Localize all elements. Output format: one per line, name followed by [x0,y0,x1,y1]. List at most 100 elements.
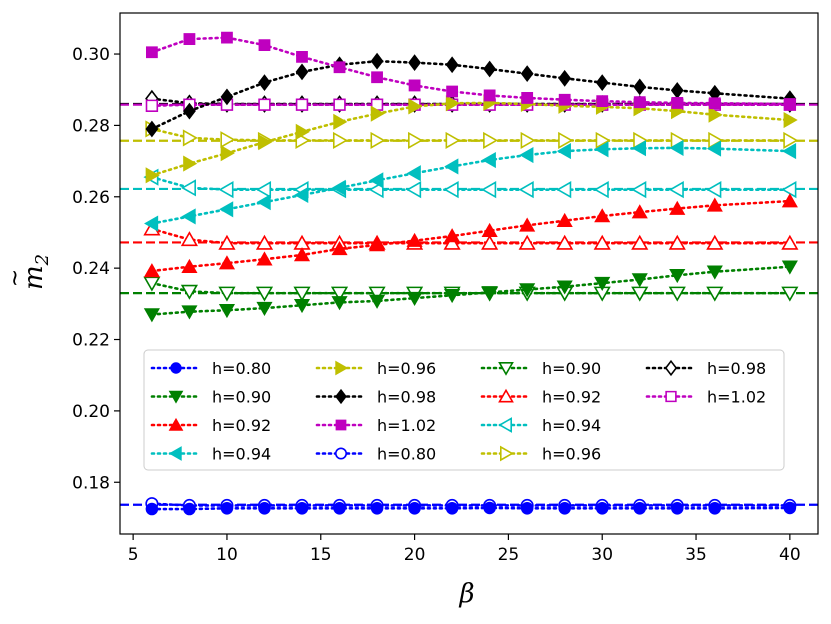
data-point-10-2 [218,181,234,199]
data-point-3-10 [519,146,534,164]
series-line-13 [150,103,792,108]
data-point-9-2 [218,234,236,250]
data-point-9-8 [443,234,461,250]
x-tick-label-2: 15 [310,545,332,565]
data-point-1-13 [631,273,648,288]
series-line-0 [150,506,792,511]
legend-marker-11 [500,445,514,462]
data-point-0-9 [483,501,496,515]
series-line-6 [150,36,792,106]
data-point-9-9 [481,234,499,250]
data-point-2-4 [293,247,311,262]
data-point-4-6 [370,105,385,122]
data-point-6-10 [521,92,534,104]
legend-label-4: h=0.96 [377,359,436,378]
y-tick-label-1: 0.20 [72,402,110,422]
legend-entry-9: h=0.92 [480,388,601,407]
data-point-5-8 [445,56,459,74]
data-point-2-13 [631,204,648,219]
data-point-6-11 [558,93,571,106]
legend-entry-12: h=0.98 [645,359,766,378]
series-13 [145,98,797,112]
series-line-5 [150,59,792,131]
data-point-3-2 [219,201,234,218]
y-tick-label-5: 0.28 [72,116,110,136]
legend-marker-13 [665,390,677,403]
data-point-8-6 [368,286,386,302]
legend-marker-6 [335,419,347,431]
y-axis-label-subscript: 2 [32,254,53,266]
legend-entry-11: h=0.96 [480,445,601,464]
data-point-8-16 [781,286,799,302]
data-point-3-3 [256,194,271,211]
data-point-4-5 [333,113,348,130]
data-point-2-2 [218,255,236,270]
data-point-5-11 [558,69,572,87]
data-point-10-3 [256,181,272,199]
legend-label-1: h=0.90 [212,388,271,407]
series-11 [145,120,799,149]
legend-marker-4 [335,360,349,376]
data-point-5-14 [670,82,684,99]
data-point-6-2 [221,31,233,44]
data-point-2-11 [556,212,573,227]
series-5 [145,52,797,138]
data-point-10-12 [593,181,609,199]
data-point-10-15 [706,181,722,199]
data-point-10-8 [443,181,459,199]
x-tick-label-6: 35 [685,545,707,565]
data-point-8-4 [293,286,311,302]
series-line-3 [150,146,792,225]
data-point-3-11 [556,143,571,160]
data-point-4-8 [445,95,460,112]
legend-label-13: h=1.02 [707,388,766,407]
data-point-2-3 [256,251,273,266]
data-point-6-4 [296,50,308,63]
y-tick-label-4: 0.26 [72,188,110,208]
legend-entry-10: h=0.94 [480,416,601,435]
data-point-9-16 [781,234,799,250]
data-point-2-0 [143,263,160,278]
y-tick-label-6: 0.30 [72,45,110,65]
data-point-10-7 [406,181,422,199]
series-9 [143,220,799,250]
data-point-4-15 [708,106,723,123]
data-point-1-7 [406,291,423,306]
legend-label-7: h=0.80 [377,445,436,464]
data-point-0-2 [220,502,234,515]
series-line-10 [150,175,792,191]
data-point-3-0 [144,215,159,232]
data-point-2-10 [519,217,536,232]
data-point-6-14 [671,97,684,109]
data-point-0-14 [671,502,684,515]
data-point-0-16 [783,501,797,515]
data-point-0-7 [408,502,421,515]
x-axis-label: β [458,579,474,609]
legend-entry-1: h=0.90 [150,388,271,407]
data-point-2-14 [669,200,686,215]
data-point-5-6 [370,52,384,70]
legend: h=0.80 h=0.90 h=0.92 h=0.94 h=0.96 h=0.98 h=1.… [143,349,785,471]
data-point-6-16 [783,98,796,110]
plot-frame [119,12,819,535]
legend-label-0: h=0.80 [212,359,271,378]
series-line-4 [150,101,792,177]
data-point-5-4 [295,63,309,81]
legend-marker-9 [498,388,514,403]
data-point-11-12 [595,131,611,149]
data-point-0-11 [558,502,571,515]
data-point-2-5 [331,241,348,256]
data-point-2-6 [368,237,386,252]
svg-text:m2: m2 [19,254,53,290]
data-point-3-6 [369,172,384,189]
data-point-8-14 [668,286,686,302]
data-point-1-16 [781,260,798,275]
legend-marker-10 [498,417,512,433]
data-point-9-13 [631,234,649,250]
data-point-10-10 [518,181,534,199]
legend-marker-12 [664,359,678,377]
legend-label-2: h=0.92 [212,416,271,435]
data-point-8-3 [255,286,274,302]
data-point-0-8 [445,502,459,515]
series-line-8 [150,281,792,295]
